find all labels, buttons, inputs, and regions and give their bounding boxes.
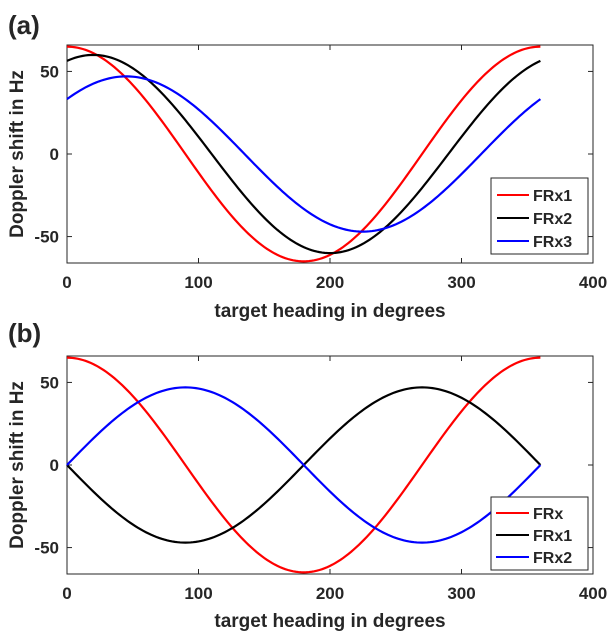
legend: FRx FRx1 FRx2 <box>490 496 589 571</box>
series-line-frx2 <box>66 386 542 544</box>
panel-label: (b) <box>8 318 41 348</box>
y-tick-label: -50 <box>34 228 59 247</box>
x-axis-label: target heading in degrees <box>214 611 445 632</box>
panel-label: (a) <box>8 10 40 40</box>
legend: FRx1 FRx2 FRx3 <box>490 177 589 255</box>
legend-entry: FRx1 <box>533 188 572 205</box>
series-lines <box>66 356 542 574</box>
series-line-frx3 <box>66 75 542 233</box>
x-tick-label: 100 <box>184 273 212 292</box>
legend-entry: FRx3 <box>533 234 572 251</box>
y-tick-label: 0 <box>50 145 59 164</box>
x-tick-label: 400 <box>579 273 607 292</box>
x-tick-label: 0 <box>62 273 71 292</box>
x-tick-label: 200 <box>316 584 344 603</box>
x-tick-label: 0 <box>62 584 71 603</box>
legend-entry: FRx2 <box>533 550 572 567</box>
x-tick-label: 400 <box>579 584 607 603</box>
series-lines <box>66 45 542 263</box>
legend-entry: FRx1 <box>533 528 572 545</box>
y-tick-label: 50 <box>40 62 59 81</box>
y-tick-label: 0 <box>50 456 59 475</box>
legend-entry: FRx <box>533 506 563 523</box>
x-tick-label: 300 <box>447 584 475 603</box>
series-line-frx2 <box>66 53 541 255</box>
series-line-frx1 <box>66 45 541 263</box>
x-tick-label: 300 <box>447 273 475 292</box>
x-tick-label: 100 <box>184 584 212 603</box>
x-ticks: 0 100 200 300 400 <box>62 356 607 603</box>
y-tick-label: -50 <box>34 539 59 558</box>
x-ticks: 0 100 200 300 400 <box>62 45 607 292</box>
x-tick-label: 200 <box>316 273 344 292</box>
y-ticks: -50 0 50 <box>34 62 593 247</box>
x-axis-label: target heading in degrees <box>214 301 445 322</box>
panel-b: (b) 0 100 200 300 400 -50 0 50 target heading … <box>7 318 607 632</box>
y-axis-label: Doppler shift in Hz <box>7 70 28 238</box>
series-line-frx <box>66 356 541 574</box>
y-axis-label: Doppler shift in Hz <box>7 381 28 549</box>
panel-a: (a) 0 100 200 300 400 -50 0 50 target heading … <box>7 10 607 322</box>
y-tick-label: 50 <box>40 373 59 392</box>
legend-entry: FRx2 <box>533 211 572 228</box>
